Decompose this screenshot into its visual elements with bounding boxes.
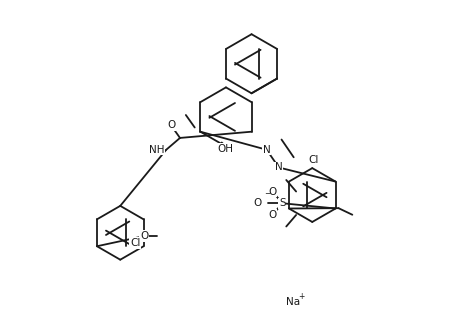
Text: OH: OH — [217, 144, 233, 154]
Text: −: − — [264, 189, 270, 198]
Text: Na: Na — [285, 297, 300, 307]
Text: N: N — [275, 163, 283, 172]
Text: O: O — [269, 210, 276, 220]
Text: O: O — [254, 198, 262, 208]
Text: Cl: Cl — [130, 238, 140, 248]
Text: Cl: Cl — [309, 155, 319, 165]
Text: N: N — [263, 145, 270, 155]
Text: O: O — [269, 187, 276, 197]
Text: S: S — [279, 198, 286, 208]
Text: +: + — [298, 292, 305, 301]
Text: O: O — [140, 231, 149, 241]
Text: O: O — [167, 120, 175, 130]
Text: NH: NH — [149, 145, 164, 155]
